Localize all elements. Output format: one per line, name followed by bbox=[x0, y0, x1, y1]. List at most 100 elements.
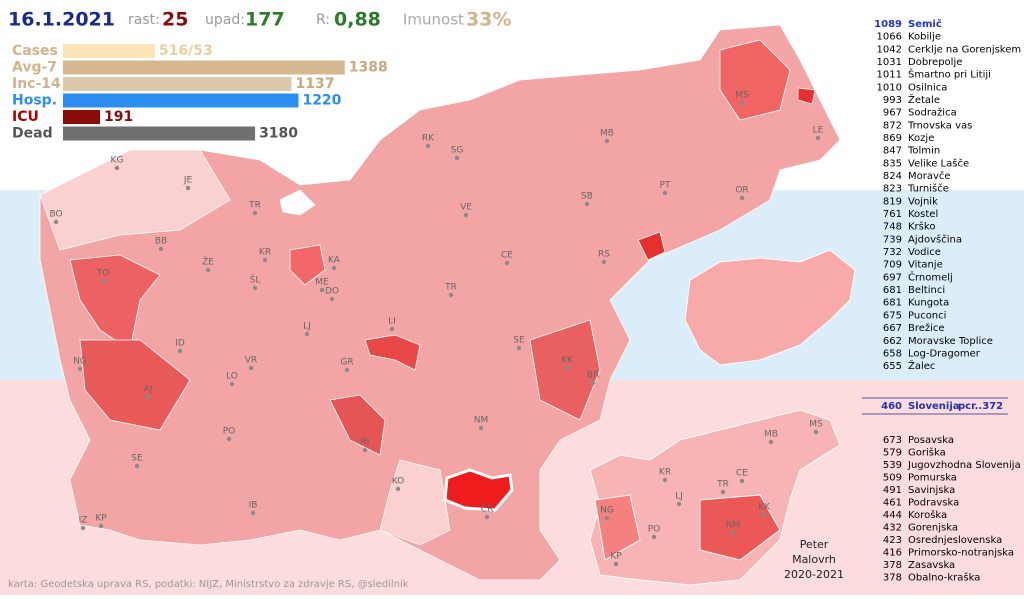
map-dot bbox=[604, 138, 610, 144]
map-label: BO bbox=[49, 210, 62, 220]
author: Malovrh bbox=[792, 553, 836, 566]
inset-label: PO bbox=[648, 525, 661, 535]
map-dot bbox=[53, 219, 59, 225]
map-dot bbox=[329, 296, 335, 302]
municipality-value: 709 bbox=[883, 260, 902, 271]
municipality-value: 667 bbox=[883, 323, 902, 334]
inset-label: CE bbox=[736, 469, 748, 479]
stat-bar bbox=[63, 126, 256, 141]
region-name: Gorenjska bbox=[908, 523, 958, 534]
map-dot bbox=[463, 212, 469, 218]
map-label: LJ bbox=[303, 322, 311, 332]
map-dot bbox=[145, 394, 151, 400]
municipality-name: Žalec bbox=[908, 359, 935, 372]
stat-name: Inc-14 bbox=[12, 76, 61, 92]
municipality-value: 835 bbox=[883, 158, 902, 169]
region-name: Goriška bbox=[908, 447, 946, 459]
municipality-name: Osilnica bbox=[908, 82, 947, 93]
map-label: NG bbox=[73, 357, 87, 367]
inset-label: MB bbox=[764, 430, 778, 440]
map-label: TR bbox=[248, 201, 261, 211]
map-label: AJ bbox=[144, 385, 153, 395]
municipality-value: 869 bbox=[883, 133, 902, 144]
header-decline: 177 bbox=[245, 9, 285, 31]
map-label: VR bbox=[245, 356, 257, 366]
inset-label: KK bbox=[758, 503, 771, 513]
main-map bbox=[39, 24, 841, 581]
municipality-name: Kozje bbox=[908, 133, 934, 144]
national-pcr: pcr..372 bbox=[958, 401, 1003, 412]
map-dot bbox=[601, 259, 607, 265]
municipality-name: Vitanje bbox=[908, 260, 943, 271]
region-value: 539 bbox=[883, 460, 902, 471]
map-dot bbox=[80, 525, 86, 531]
header-growth-label: rast: bbox=[128, 12, 160, 28]
municipality-value: 658 bbox=[883, 348, 902, 359]
region-value: 432 bbox=[883, 523, 902, 534]
header-immunity-label: Imunost bbox=[403, 11, 464, 29]
map-dot bbox=[100, 278, 106, 284]
inset-label: LJ bbox=[675, 492, 683, 502]
map-dot bbox=[662, 190, 668, 196]
map-label: KR bbox=[259, 248, 271, 258]
inset-label: TR bbox=[716, 480, 729, 490]
region bbox=[637, 231, 666, 261]
map-label: LO bbox=[226, 372, 238, 382]
municipality-value: 819 bbox=[883, 196, 902, 207]
map-label: ČR bbox=[481, 503, 494, 515]
municipality-name: Vodice bbox=[908, 247, 941, 258]
map-dot bbox=[516, 345, 522, 351]
region-name: Koroška bbox=[908, 509, 947, 521]
stat-bar bbox=[63, 44, 155, 58]
municipality-name: Dobrepolje bbox=[908, 57, 962, 68]
map-dot bbox=[114, 165, 120, 171]
municipality-value: 967 bbox=[883, 108, 902, 119]
municipality-value: 993 bbox=[883, 95, 902, 106]
region-name: Osrednjeslovenska bbox=[908, 535, 1002, 546]
header-decline-label: upad: bbox=[205, 12, 245, 28]
map-dot bbox=[590, 380, 596, 386]
region bbox=[797, 87, 816, 105]
stat-bar bbox=[63, 60, 345, 75]
map-label: MS bbox=[735, 91, 749, 101]
municipality-name: Kostel bbox=[908, 209, 938, 220]
map-dot bbox=[395, 486, 401, 492]
municipality-value: 824 bbox=[883, 171, 902, 182]
map-dot bbox=[484, 514, 490, 520]
map-dot bbox=[761, 512, 767, 518]
map-label: GR bbox=[340, 358, 353, 368]
map-dot bbox=[720, 489, 726, 495]
map-dot bbox=[226, 436, 232, 442]
map-dot bbox=[739, 195, 745, 201]
municipality-name: Črnomelj bbox=[908, 270, 953, 283]
map-label: LI bbox=[388, 317, 396, 327]
region bbox=[329, 394, 386, 456]
map-label: DO bbox=[325, 287, 339, 297]
map-label: KA bbox=[328, 256, 341, 266]
region bbox=[364, 334, 421, 371]
municipality-value: 1089 bbox=[874, 19, 902, 30]
header-growth: 25 bbox=[162, 9, 188, 31]
municipality-name: Vojnik bbox=[908, 196, 938, 207]
map-dot bbox=[813, 429, 819, 435]
region bbox=[719, 39, 791, 121]
map-label: IB bbox=[249, 501, 258, 511]
map-dot bbox=[768, 439, 774, 445]
municipality-value: 847 bbox=[883, 146, 902, 157]
inset-label: NM bbox=[726, 521, 741, 531]
map-label: ME bbox=[315, 278, 329, 288]
stat-name: Avg-7 bbox=[12, 60, 57, 76]
map-dot bbox=[730, 530, 736, 536]
region-name: Obalno-kraška bbox=[908, 572, 980, 584]
map-label: KK bbox=[561, 356, 574, 366]
region-value: 509 bbox=[883, 473, 902, 484]
region bbox=[79, 339, 191, 431]
map-label: SE bbox=[513, 336, 525, 346]
map-dot bbox=[504, 260, 510, 266]
map-label: SB bbox=[581, 192, 593, 202]
stat-name: Hosp. bbox=[12, 93, 57, 109]
map-dot bbox=[98, 523, 104, 529]
municipality-value: 748 bbox=[883, 222, 902, 233]
municipality-name: Sodražica bbox=[908, 107, 957, 119]
municipality-value: 1011 bbox=[877, 70, 902, 81]
